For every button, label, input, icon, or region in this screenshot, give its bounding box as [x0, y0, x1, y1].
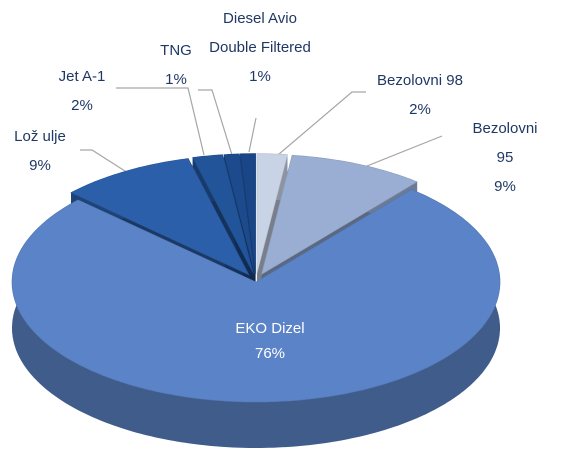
- category-label: Lož ulje: [14, 128, 66, 145]
- slice-label: TNG 1%: [160, 36, 192, 94]
- slice-tops: [11, 153, 501, 403]
- category-label: Bezolovni 95: [472, 120, 538, 166]
- slice: [239, 153, 256, 274]
- leader-line: [248, 117, 257, 153]
- slice-label: Bezolovni 98 2%: [377, 66, 463, 124]
- slice: [192, 154, 254, 274]
- slice-label: EKO Dizel 76%: [235, 316, 304, 366]
- category-label: EKO Dizel: [235, 320, 305, 337]
- value-label: 1%: [249, 68, 271, 85]
- value-label: 2%: [409, 101, 431, 118]
- category-label: TNG: [160, 42, 192, 59]
- slice-label: Jet A-1 2%: [59, 62, 106, 120]
- slice: [223, 153, 255, 274]
- leader-line: [116, 87, 205, 156]
- value-label: 1%: [165, 71, 187, 88]
- slice-label: Bezolovni 95 9%: [472, 114, 537, 201]
- leader-line: [198, 89, 233, 156]
- slice-label: Diesel Avio Double Filtered 1%: [205, 4, 315, 91]
- slice: [256, 153, 288, 274]
- leader-line: [271, 91, 366, 161]
- slice: [70, 158, 250, 276]
- value-label: 9%: [29, 157, 51, 174]
- leader-line: [80, 149, 137, 179]
- category-label: Bezolovni 98: [377, 72, 463, 89]
- value-label: 76%: [254, 345, 286, 362]
- value-label: 9%: [494, 178, 516, 195]
- slice: [11, 189, 501, 403]
- value-label: 2%: [71, 97, 93, 114]
- category-label: Jet A-1: [58, 68, 106, 85]
- category-label: Diesel Avio Double Filtered: [209, 10, 311, 56]
- slice-label: Lož ulje 9%: [14, 122, 66, 180]
- slice: [261, 154, 418, 275]
- leader-line: [361, 135, 443, 169]
